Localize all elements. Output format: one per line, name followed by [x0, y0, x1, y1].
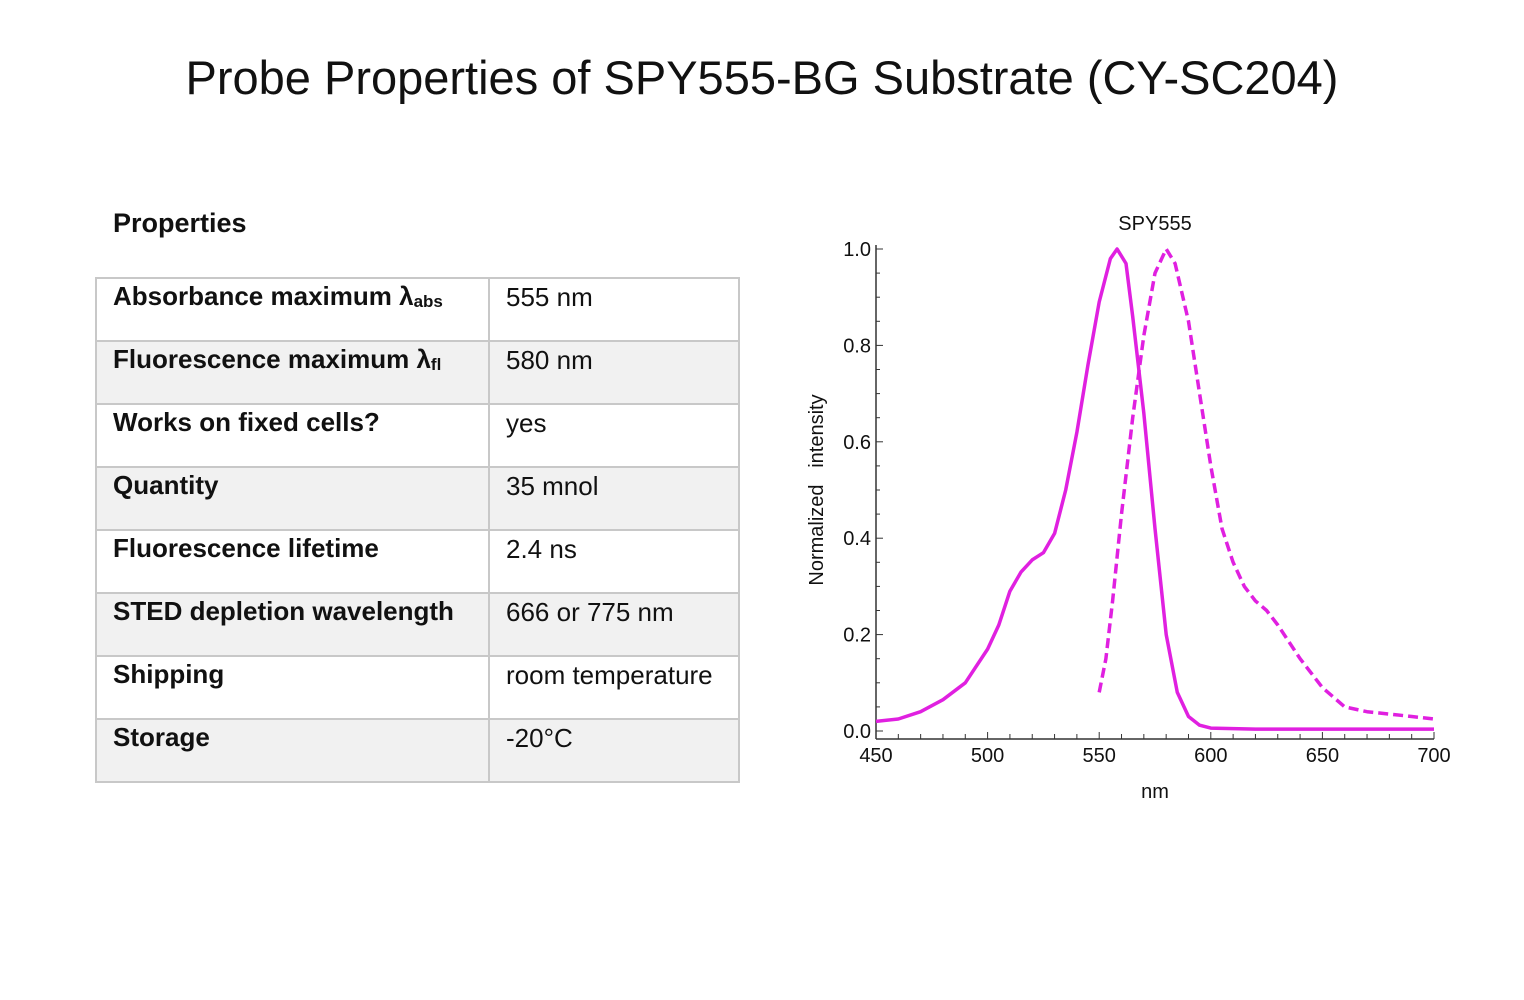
absorbance-curve: [875, 247, 1434, 731]
property-value: room temperature: [488, 655, 740, 720]
property-label-text: Quantity: [113, 470, 219, 500]
property-label: Fluorescence lifetime: [95, 529, 490, 594]
property-label-text: Works on fixed cells?: [113, 407, 380, 437]
property-value: 555 nm: [488, 277, 740, 342]
y-tick-label: 0.4: [843, 528, 871, 550]
property-label: Shipping: [95, 655, 490, 720]
y-tick-label: 0.8: [843, 335, 871, 357]
y-tick-label: 1.0: [843, 239, 871, 261]
property-value: -20°C: [488, 718, 740, 783]
property-value: 35 mnol: [488, 466, 740, 531]
property-value: yes: [488, 403, 740, 468]
table-row: Shipping room temperature: [95, 655, 740, 720]
table-row: Absorbance maximum λabs 555 nm: [95, 277, 740, 342]
emission-curve: [1097, 247, 1435, 721]
y-tick-label: 0.0: [843, 721, 871, 743]
table-row: Storage -20°C: [95, 718, 740, 783]
properties-heading: Properties: [113, 208, 247, 238]
property-label-text: Absorbance maximum λ: [113, 281, 414, 311]
property-value: 666 or 775 nm: [488, 592, 740, 657]
property-value: 580 nm: [488, 340, 740, 405]
property-label-text: Storage: [113, 722, 210, 752]
property-label-text: STED depletion wavelength: [113, 596, 454, 626]
property-label: Works on fixed cells?: [95, 403, 490, 468]
x-tick-label: 500: [971, 745, 1004, 767]
x-tick-label: 700: [1417, 745, 1450, 767]
page-title: Probe Properties of SPY555-BG Substrate …: [185, 51, 1339, 104]
y-tick-label: 0.6: [843, 432, 871, 454]
properties-table: Absorbance maximum λabs 555 nm Fluorescenc…: [95, 277, 740, 783]
x-tick-label: 550: [1083, 745, 1116, 767]
property-subscript: fl: [430, 355, 442, 374]
x-tick-label: 650: [1306, 745, 1339, 767]
property-label: Quantity: [95, 466, 490, 531]
table-row: Fluorescence lifetime 2.4 ns: [95, 529, 740, 594]
table-row: Works on fixed cells? yes: [95, 403, 740, 468]
property-label-text: Shipping: [113, 659, 225, 689]
property-label-text: Fluorescence lifetime: [113, 533, 379, 563]
table-row: STED depletion wavelength 666 or 775 nm: [95, 592, 740, 657]
y-tick-label: 0.2: [843, 625, 871, 647]
y-axis-label: Normalized intensity: [806, 394, 828, 585]
property-label: Storage: [95, 718, 490, 783]
property-label: STED depletion wavelength: [95, 592, 490, 657]
property-label-text: Fluorescence maximum λ: [113, 344, 431, 374]
x-tick-label: 600: [1194, 745, 1227, 767]
table-row: Fluorescence maximum λfl 580 nm: [95, 340, 740, 405]
property-subscript: abs: [413, 292, 443, 311]
chart-title: SPY555: [1118, 213, 1191, 235]
property-label: Absorbance maximum λabs: [95, 277, 490, 342]
x-tick-label: 450: [859, 745, 892, 767]
property-label: Fluorescence maximum λfl: [95, 340, 490, 405]
property-value: 2.4 ns: [488, 529, 740, 594]
x-axis-label: nm: [1141, 781, 1169, 803]
table-row: Quantity 35 mnol: [95, 466, 740, 531]
